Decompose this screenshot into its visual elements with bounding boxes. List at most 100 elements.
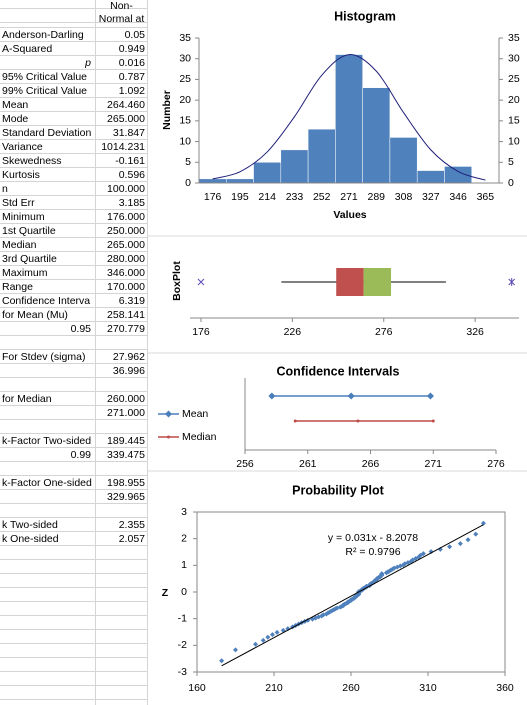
stat-label: Anderson-Darling xyxy=(2,29,84,41)
stat-label: 0.99 xyxy=(70,449,91,461)
x-tick-label: 327 xyxy=(422,191,440,203)
stat-label: For Stdev (sigma) xyxy=(2,351,86,363)
stat-label: Skewedness xyxy=(2,155,62,167)
stat-label: Mean xyxy=(2,99,29,111)
stat-value: 270.779 xyxy=(107,323,145,335)
stat-value: 0.596 xyxy=(118,169,145,181)
x-tick-label: 360 xyxy=(496,682,514,694)
point xyxy=(260,637,266,643)
bar xyxy=(198,178,227,184)
chart-title: Confidence Intervals xyxy=(277,364,400,378)
annotation: R² = 0.9796 xyxy=(345,546,400,558)
stat-value: 2.355 xyxy=(118,519,145,531)
y-tick-label: 1 xyxy=(181,559,187,571)
chart-title: Probability Plot xyxy=(292,483,385,497)
stat-value: 36.996 xyxy=(112,365,145,377)
stats-sheet: Non-Normal at Anderson-Darling 0.05 A-Squar… xyxy=(0,0,148,705)
stat-value: 100.000 xyxy=(107,183,145,195)
stat-label: k One-sided xyxy=(2,533,59,545)
stat-label: Confidence Interva xyxy=(2,295,91,307)
y2-tick-label: 10 xyxy=(508,135,520,147)
legend-label: Median xyxy=(182,431,217,443)
point xyxy=(274,629,280,635)
y-tick-label: -1 xyxy=(178,612,187,624)
point xyxy=(379,571,385,577)
x-tick-label: 176 xyxy=(192,326,210,338)
stat-value: 1014.231 xyxy=(101,141,145,153)
x-tick-label: 276 xyxy=(487,458,505,470)
y-tick-label: -3 xyxy=(178,666,187,678)
stat-label: Minimum xyxy=(2,211,45,223)
stat-label: for Mean (Mu) xyxy=(2,309,68,321)
y-axis-label: Number xyxy=(161,90,173,130)
stat-label: k Two-sided xyxy=(2,519,58,531)
x-tick-label: 308 xyxy=(395,191,413,203)
x-tick-label: 365 xyxy=(477,191,495,203)
point xyxy=(428,549,434,555)
x-tick-label: 233 xyxy=(286,191,304,203)
stat-label: 99% Critical Value xyxy=(2,85,88,97)
x-tick-label: 252 xyxy=(313,191,331,203)
x-tick-label: 310 xyxy=(419,682,437,694)
column-header: Non-Normal at xyxy=(98,0,145,25)
bar xyxy=(226,178,254,184)
x-tick-label: 214 xyxy=(258,191,276,203)
x-axis-label: Values xyxy=(333,209,366,221)
marker xyxy=(426,392,434,400)
stat-value: 271.000 xyxy=(107,407,145,419)
stat-value: 258.141 xyxy=(107,309,145,321)
x-tick-label: 289 xyxy=(368,191,386,203)
marker xyxy=(347,392,355,400)
y-tick-label: 10 xyxy=(179,135,191,147)
point xyxy=(465,537,471,543)
stat-value: 339.475 xyxy=(107,449,145,461)
bar xyxy=(362,87,391,184)
x-tick-label: 256 xyxy=(236,458,254,470)
stat-label: k-Factor One-sided xyxy=(2,477,92,489)
x-tick-label: 210 xyxy=(265,682,283,694)
y2-tick-label: 0 xyxy=(508,177,514,189)
x-tick-label: 271 xyxy=(340,191,358,203)
stat-value: 260.000 xyxy=(107,393,145,405)
stat-label: Std Err xyxy=(2,197,35,209)
stat-label: 0.95 xyxy=(70,323,91,335)
point xyxy=(253,641,259,647)
point xyxy=(420,551,426,557)
y-tick-label: 20 xyxy=(179,94,191,106)
stat-value: 265.000 xyxy=(107,113,145,125)
bar xyxy=(416,170,445,184)
x-tick-label: 176 xyxy=(204,191,222,203)
y-tick-label: -2 xyxy=(178,639,187,651)
stat-label: 1st Quartile xyxy=(2,225,56,237)
x-tick-label: 195 xyxy=(231,191,249,203)
legend-marker xyxy=(167,435,170,439)
chart-title: Histogram xyxy=(334,9,396,23)
y2-tick-label: 25 xyxy=(508,73,520,85)
y-tick-label: 35 xyxy=(179,32,191,44)
point xyxy=(233,647,238,653)
stat-value: 280.000 xyxy=(107,253,145,265)
marker xyxy=(431,419,435,423)
stat-label: k-Factor Two-sided xyxy=(2,435,92,447)
stat-value: 189.445 xyxy=(107,435,145,447)
y-tick-label: 2 xyxy=(181,532,187,544)
y-tick-label: 0 xyxy=(181,586,187,598)
bar xyxy=(335,54,363,184)
stat-value: -0.161 xyxy=(115,155,145,167)
stat-label: Mode xyxy=(2,113,29,125)
x-tick-label: 160 xyxy=(188,682,206,694)
stat-label: Standard Deviation xyxy=(2,127,92,139)
y-tick-label: 15 xyxy=(179,115,191,127)
stat-value: 2.057 xyxy=(118,533,145,545)
stat-value: 0.016 xyxy=(118,57,145,69)
stat-label: n xyxy=(2,183,8,195)
box-upper xyxy=(363,268,392,296)
stat-value: 6.319 xyxy=(118,295,145,307)
y2-tick-label: 35 xyxy=(508,32,520,44)
y-axis-label: BoxPlot xyxy=(171,261,183,301)
stat-value: 265.000 xyxy=(107,239,145,251)
box-lower xyxy=(336,268,364,296)
point xyxy=(473,531,479,537)
x-tick-label: 261 xyxy=(299,458,317,470)
